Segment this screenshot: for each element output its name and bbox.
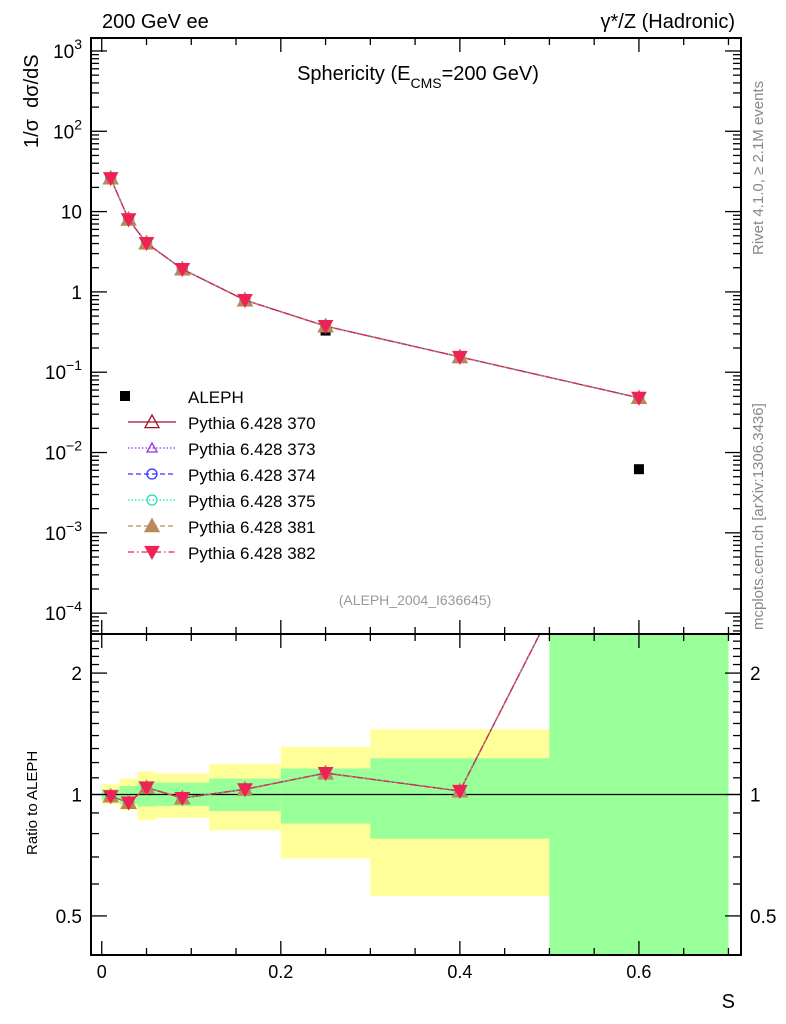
series-line-0 — [110, 177, 640, 399]
y-tick-label: 102 — [53, 116, 82, 143]
legend-marker — [144, 545, 160, 561]
legend-label: Pythia 6.428 370 — [188, 414, 316, 433]
y-tick-base: 10 — [61, 203, 82, 224]
y-tick-base: 10 — [53, 122, 74, 143]
series-line-3 — [110, 177, 640, 399]
legend-marker — [143, 413, 161, 429]
analysis-watermark: (ALEPH_2004_I636645) — [339, 592, 492, 608]
ratio-4-point — [632, 432, 646, 445]
y-tick-exponent: 2 — [74, 116, 82, 132]
plot-title-subscript: CMS — [410, 75, 441, 91]
ratio-tick-label-left: 0.5 — [56, 907, 82, 928]
legend-aleph-marker — [120, 391, 130, 401]
y-tick-base: 10 — [45, 524, 66, 545]
series-5-point — [138, 237, 155, 252]
legend-marker — [146, 468, 158, 480]
legend-label: ALEPH — [188, 388, 244, 407]
ratio-tick-label-left: 1 — [71, 786, 82, 807]
ratio-5-point — [237, 783, 253, 798]
y-tick-base: 10 — [53, 42, 74, 63]
x-tick-label: 0.6 — [626, 962, 651, 982]
series-line-1 — [110, 177, 640, 399]
ratio-tick-label-right: 2 — [750, 664, 761, 685]
y-tick-exponent: −4 — [66, 598, 82, 614]
ratio-tick-label-right: 0.5 — [750, 907, 776, 928]
ratio-3-point — [634, 434, 644, 444]
ratio-2-point — [634, 434, 644, 444]
x-tick-label: 0.4 — [447, 962, 472, 982]
ratio-panel — [91, 432, 741, 955]
series-5-point — [120, 213, 137, 228]
y-tick-label: 10−4 — [45, 598, 82, 625]
y-tick-exponent: −1 — [66, 357, 82, 373]
x-tick-label: 0.2 — [268, 962, 293, 982]
y-tick-base: 1 — [71, 283, 82, 304]
y-axis-label: 1/σ dσ/dS — [21, 54, 43, 148]
legend-marker — [143, 517, 161, 533]
y-tick-exponent: −3 — [66, 518, 82, 534]
series-5-point — [174, 263, 191, 278]
main-panel — [102, 169, 648, 475]
series-5-point — [102, 172, 119, 187]
header-right: γ*/Z (Hadronic) — [601, 11, 735, 33]
legend: ALEPH Pythia 6.428 370 Pythia 6.428 373 Pyt… — [120, 388, 316, 563]
x-axis-label: S — [722, 991, 735, 1013]
series-5-point — [452, 350, 468, 365]
ratio-y-axis-label: Ratio to ALEPH — [24, 751, 41, 855]
y-tick-base: 10 — [45, 604, 66, 625]
ratio-5-point — [317, 766, 334, 782]
ratio-5-point — [138, 781, 155, 796]
ratio-5-point — [174, 791, 191, 807]
legend-label: Pythia 6.428 382 — [188, 544, 316, 563]
y-tick-base: 10 — [45, 363, 66, 384]
legend-label: Pythia 6.428 374 — [188, 466, 316, 485]
ratio-tick-label-left: 2 — [71, 664, 82, 685]
legend-label: Pythia 6.428 375 — [188, 492, 316, 511]
ratio-tick-label-right: 1 — [750, 786, 761, 807]
legend-marker — [145, 441, 159, 453]
y-tick-label: 1 — [71, 283, 82, 304]
y-tick-label: 10−3 — [45, 518, 82, 545]
ratio-1-point — [634, 434, 644, 443]
ratio-5-point — [632, 434, 646, 447]
plot-title-rest: =200 GeV) — [442, 63, 539, 85]
legend-label: Pythia 6.428 381 — [188, 518, 316, 537]
y-tick-label: 10−2 — [45, 438, 82, 465]
y-tick-label: 10−1 — [45, 357, 82, 384]
series-5-point — [317, 320, 334, 335]
y-tick-exponent: 3 — [74, 36, 82, 52]
x-tick-label: 0 — [97, 962, 107, 982]
series-5-point — [237, 294, 253, 309]
ratio-0-point — [632, 432, 646, 445]
y-tick-label: 10 — [61, 203, 82, 224]
series-line-4 — [110, 177, 640, 399]
series-line-2 — [110, 177, 640, 399]
side-text-bottom: mcplots.cern.ch [arXiv:1306.3436] — [750, 403, 767, 630]
ratio-5-point — [452, 784, 468, 800]
legend-marker — [146, 494, 158, 506]
side-text-top: Rivet 4.1.0, ≥ 2.1M events — [750, 81, 767, 255]
legend-label: Pythia 6.428 373 — [188, 440, 316, 459]
aleph-data-point — [633, 464, 644, 475]
plot-title-main: Sphericity (E — [297, 63, 410, 85]
header-left: 200 GeV ee — [102, 11, 209, 33]
plot-title: Sphericity (ECMS=200 GeV) — [297, 63, 539, 91]
ratio-5-point — [102, 790, 119, 805]
series-line-5 — [110, 177, 640, 399]
y-tick-base: 10 — [45, 444, 66, 465]
ratio-5-point — [120, 796, 137, 811]
y-tick-exponent: −2 — [66, 438, 82, 454]
y-tick-label: 103 — [53, 36, 82, 63]
series-5-point — [631, 391, 647, 406]
